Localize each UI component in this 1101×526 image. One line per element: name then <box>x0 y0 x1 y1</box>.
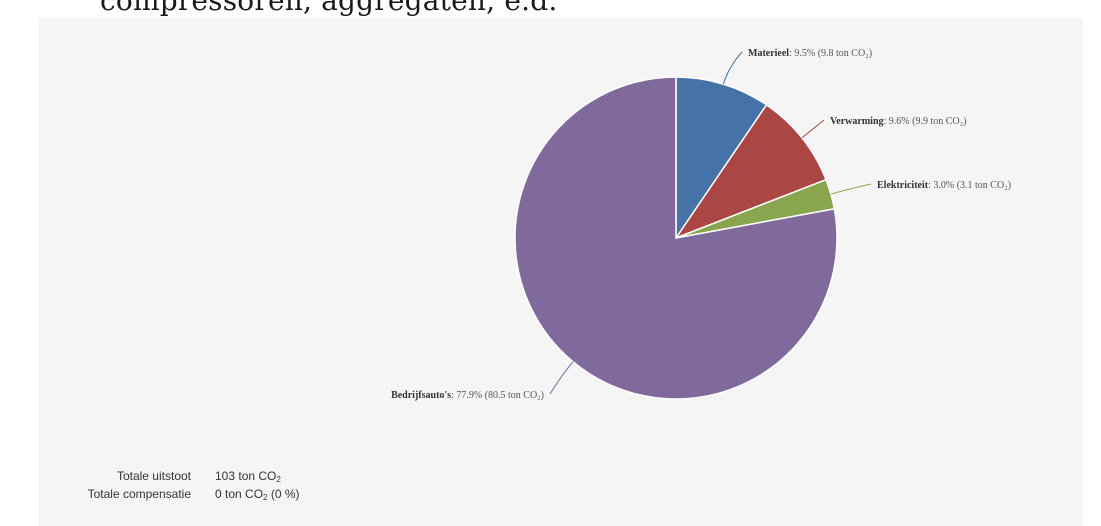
slice-label-name: Materieel <box>748 48 789 59</box>
slice-label: Bedrijfsauto's: 77.9% (80.5 ton CO₂) <box>391 390 544 401</box>
label-connectors <box>549 51 872 395</box>
total-compensation-row: Totale compensatie 0 ton CO2 (0 %) <box>0 487 300 505</box>
slice-label-value: : 77.9% (80.5 ton CO₂) <box>451 390 544 401</box>
slice-label-name: Elektriciteit <box>877 180 929 191</box>
total-compensation-value: 0 ton CO2 (0 %) <box>215 487 300 502</box>
pie-slices <box>514 76 838 400</box>
total-emission-label: Totale uitstoot <box>116 469 191 483</box>
slice-label-value: : 9.6% (9.9 ton CO₂) <box>884 116 967 127</box>
pie-slice-bedrijfsauto-s[interactable] <box>514 76 838 400</box>
slice-label-value: : 9.5% (9.8 ton CO₂) <box>789 48 872 59</box>
slice-label-name: Bedrijfsauto's <box>391 390 451 401</box>
slice-label-name: Verwarming <box>830 116 884 127</box>
slice-label: Elektriciteit: 3.0% (3.1 ton CO₂) <box>877 180 1011 191</box>
pie-slice-verwarming[interactable] <box>674 103 828 240</box>
connector-line <box>830 183 872 195</box>
connector-line <box>722 51 743 85</box>
clipped-heading-text: compressoren, aggregaten, e.d. <box>100 0 558 17</box>
slice-labels: Materieel: 9.5% (9.8 ton CO₂) Verwarming:… <box>391 48 1011 401</box>
connector-line <box>549 361 574 395</box>
slice-label: Verwarming: 9.6% (9.9 ton CO₂) <box>830 116 966 127</box>
slice-label-value: : 3.0% (3.1 ton CO₂) <box>928 180 1011 191</box>
summary-block: Totale uitstoot 103 ton CO2 Totale compe… <box>0 469 300 505</box>
slice-label: Materieel: 9.5% (9.8 ton CO₂) <box>748 48 872 59</box>
total-compensation-label: Totale compensatie <box>87 487 191 501</box>
connector-line <box>801 119 825 139</box>
pie-slice-materieel[interactable] <box>675 76 768 241</box>
total-emission-value: 103 ton CO2 <box>215 469 281 484</box>
total-emission-row: Totale uitstoot 103 ton CO2 <box>0 469 300 487</box>
